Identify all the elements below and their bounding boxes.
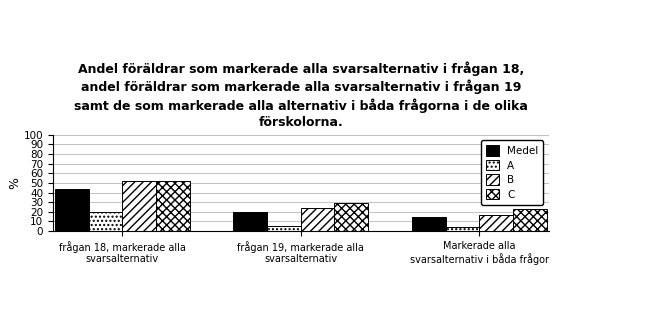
Bar bbox=[122, 181, 156, 231]
Bar bbox=[55, 189, 89, 231]
Bar bbox=[89, 212, 122, 231]
Bar bbox=[156, 181, 190, 231]
Bar bbox=[479, 215, 513, 231]
Title: Andel föräldrar som markerade alla svarsalternativ i frågan 18,
andel föräldrar : Andel föräldrar som markerade alla svars… bbox=[74, 61, 527, 129]
Bar bbox=[513, 209, 547, 231]
Bar bbox=[233, 212, 267, 231]
Bar bbox=[334, 203, 368, 231]
Bar bbox=[446, 227, 479, 231]
Y-axis label: %: % bbox=[8, 177, 20, 189]
Bar bbox=[267, 226, 301, 231]
Legend: Medel, A, B, C: Medel, A, B, C bbox=[481, 140, 543, 205]
Bar bbox=[412, 217, 446, 231]
Bar bbox=[301, 208, 334, 231]
